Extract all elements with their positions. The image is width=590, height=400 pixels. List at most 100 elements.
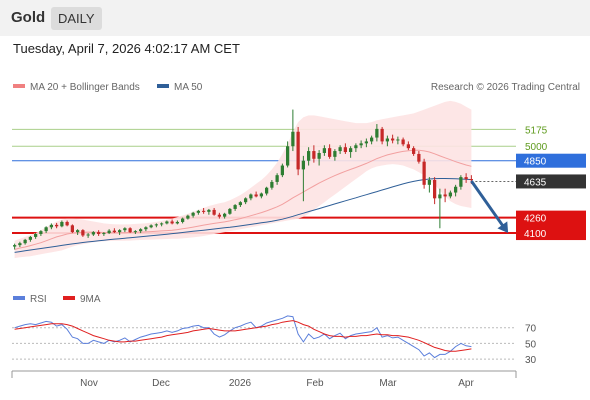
candle (264, 186, 269, 196)
candle-body (369, 137, 374, 142)
candle (270, 180, 274, 190)
candle (375, 124, 379, 142)
candle-body (375, 128, 379, 138)
candle (364, 138, 369, 148)
candle-body (243, 198, 248, 203)
candle (333, 149, 337, 161)
candle-body (133, 231, 138, 233)
candle-body (175, 221, 180, 224)
candle (259, 192, 264, 199)
legend-swatch-0 (13, 84, 25, 88)
candle-body (385, 138, 390, 142)
candle-body (438, 194, 442, 199)
candle (448, 190, 453, 199)
candle (128, 227, 132, 234)
candle (149, 224, 153, 229)
candle (107, 229, 111, 235)
instrument-symbol: Gold (11, 9, 46, 26)
candle (301, 155, 306, 202)
x-tick-Mar: Mar (379, 378, 397, 389)
candle (165, 220, 169, 225)
candle (354, 143, 358, 153)
candle-body (196, 210, 201, 213)
candle-body (322, 148, 327, 153)
level-tag-4635 (516, 174, 586, 189)
candle-body (117, 230, 122, 233)
report-datetime: Tuesday, April 7, 2026 4:02:17 AM CET (13, 41, 240, 56)
candle-body (448, 192, 453, 197)
candle (312, 145, 316, 163)
rsi-tick-30: 30 (525, 355, 537, 366)
candle (222, 212, 227, 219)
candle-body (180, 218, 185, 222)
period-selector[interactable]: DAILY (51, 7, 102, 30)
x-tick-Nov: Nov (80, 378, 98, 389)
candle (212, 207, 216, 216)
level-label-4635: 4635 (524, 177, 547, 188)
candle-body (254, 194, 258, 197)
candle (422, 158, 426, 189)
candle (81, 229, 85, 237)
candle (91, 231, 96, 236)
rsi-tick-50: 50 (525, 339, 537, 350)
candle (70, 224, 75, 234)
candle (180, 217, 185, 224)
candle-body (81, 230, 85, 236)
rsi-series-9ma (14, 320, 472, 352)
rsi-legend-swatch-0 (13, 296, 25, 300)
candle (233, 204, 237, 211)
candle (175, 220, 180, 225)
ma50-line (14, 178, 472, 253)
candle-body (228, 208, 232, 214)
support-zone-tag (516, 210, 586, 241)
candle (49, 223, 54, 230)
candle-body (354, 145, 358, 149)
candle (196, 209, 201, 215)
candle-body (159, 223, 164, 225)
candle-body (12, 245, 17, 247)
candle-body (170, 221, 174, 224)
candle-body (469, 179, 474, 181)
candle-body (112, 230, 117, 233)
candle-body (91, 232, 96, 235)
candle (44, 226, 48, 234)
candle (438, 188, 442, 229)
rsi-series-rsi (14, 315, 472, 359)
level-tag-4850 (516, 153, 586, 168)
candle-body (186, 215, 190, 219)
candle (33, 233, 38, 239)
x-tick-2026: 2026 (229, 378, 252, 389)
candle-body (338, 147, 342, 152)
top-bar: Gold DAILY (0, 0, 590, 36)
candle-body (432, 180, 437, 199)
candle-body (207, 209, 211, 212)
level-label-5000: 5000 (525, 142, 548, 153)
candle-body (411, 148, 416, 154)
candle (138, 228, 143, 234)
candle-body (327, 148, 332, 157)
candle (464, 173, 468, 183)
rsi-tick-70: 70 (525, 324, 537, 335)
candle-body (49, 224, 54, 228)
candle (65, 220, 69, 227)
candle-body (417, 153, 421, 162)
candle (369, 135, 374, 145)
candle-body (18, 243, 22, 246)
candle (144, 226, 148, 232)
candle-body (201, 210, 206, 212)
candle-body (306, 151, 311, 161)
candle-body (264, 187, 269, 194)
candle (86, 233, 90, 238)
rsi-legend-swatch-1 (63, 296, 75, 300)
candle-body (70, 225, 75, 233)
candle (39, 230, 43, 236)
candle-body (364, 141, 369, 144)
candle-body (233, 205, 237, 209)
candle-body (380, 128, 384, 142)
candle (249, 193, 253, 201)
candle (159, 222, 164, 227)
candle-body (296, 131, 300, 170)
candle-body (96, 232, 101, 235)
candle (12, 243, 17, 250)
